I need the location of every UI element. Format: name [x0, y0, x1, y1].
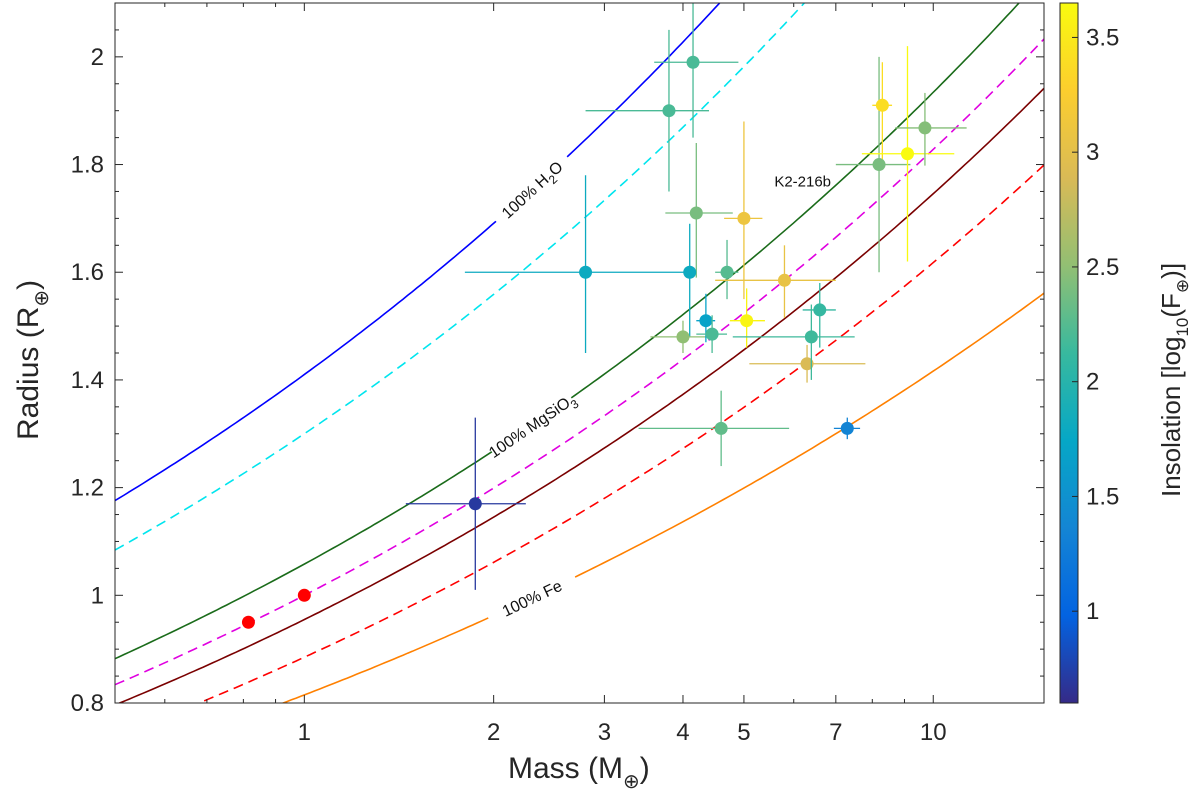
- planet-marker: [918, 121, 932, 135]
- planet-point: [715, 239, 739, 300]
- colorbar-tick-label: 2.5: [1086, 254, 1119, 281]
- y-tick-label: 1.8: [71, 152, 104, 179]
- x-tick-label: 4: [676, 719, 689, 746]
- x-tick-label: 10: [920, 719, 947, 746]
- curve-cyan-dashed: [115, 3, 806, 551]
- planet-point: [665, 143, 733, 278]
- planet-marker: [900, 147, 914, 161]
- colorbar-ticks: 1 1.5 2 2.5 3 3.5: [1072, 24, 1119, 625]
- planet-points: [241, 3, 967, 629]
- y-axis-label: Radius (R⊕): [12, 280, 53, 440]
- planet-marker: [468, 497, 482, 511]
- planet-point: [749, 344, 866, 383]
- planet-point: [724, 121, 763, 300]
- curve-red-dashed: [196, 164, 1044, 703]
- annotation-k2-216b: K2-216b: [774, 174, 831, 191]
- curve-100-h2o: [115, 3, 721, 502]
- colorbar-tick-label: 3.5: [1086, 24, 1119, 51]
- curve-label: 100% MgSiO3: [486, 391, 581, 466]
- planet-point: [638, 390, 790, 467]
- planet-marker: [740, 314, 754, 328]
- planet-point: [241, 615, 255, 629]
- planet-marker: [579, 265, 593, 279]
- curve-label-bg: [488, 148, 575, 230]
- curve-100-mgsio3: [115, 3, 1021, 660]
- planet-marker: [840, 421, 854, 435]
- planet-point: [895, 92, 967, 166]
- planet-point: [585, 29, 710, 192]
- plot-frame: [114, 2, 1045, 704]
- planet-marker: [875, 98, 889, 112]
- planet-marker: [777, 273, 791, 287]
- planet-marker: [686, 55, 700, 69]
- colorbar-label: Insolation [log10(F⊕)]: [1156, 263, 1192, 497]
- planet-marker: [800, 357, 814, 371]
- planet-point: [696, 315, 728, 353]
- colorbar: [1059, 2, 1079, 704]
- planet-point: [861, 46, 955, 262]
- curve-100-fe: [280, 292, 1044, 703]
- curve-dark-red: [117, 87, 1044, 703]
- planet-point: [872, 62, 893, 160]
- planet-marker: [737, 211, 751, 225]
- y-tick-label: 2: [91, 44, 104, 71]
- planet-marker: [720, 265, 734, 279]
- planet-point: [654, 3, 739, 138]
- planet-point: [650, 320, 716, 353]
- planet-point: [835, 56, 911, 273]
- axes: 1 2 3 4 5 7 10 0.8 1 1.2 1.4 1.6 1.8 2: [71, 3, 1044, 746]
- x-tick-label: 3: [598, 719, 611, 746]
- planet-marker: [297, 588, 311, 602]
- y-tick-label: 1.2: [71, 475, 104, 502]
- composition-curves: [115, 3, 1044, 703]
- colorbar-tick-label: 1: [1086, 598, 1099, 625]
- planet-point: [729, 288, 765, 348]
- planet-marker: [872, 158, 886, 172]
- planet-marker: [804, 330, 818, 344]
- planet-point: [833, 417, 861, 440]
- planet-point: [683, 223, 697, 337]
- colorbar-tick-label: 1.5: [1086, 483, 1119, 510]
- x-tick-label: 1: [298, 719, 311, 746]
- planet-marker: [714, 421, 728, 435]
- y-tick-label: 1.6: [71, 259, 104, 286]
- y-tick-label: 1.4: [71, 367, 104, 394]
- x-tick-label: 5: [737, 719, 750, 746]
- planet-point: [405, 417, 526, 590]
- planet-marker: [662, 104, 676, 118]
- planet-marker: [813, 303, 827, 317]
- planet-marker: [683, 265, 697, 279]
- x-tick-label: 7: [829, 719, 842, 746]
- curve-magenta-dashed: [115, 38, 1044, 686]
- planet-point: [297, 588, 311, 602]
- planet-point: [732, 304, 855, 380]
- curve-label-bg: [485, 388, 578, 462]
- planet-point: [464, 175, 690, 353]
- planet-marker: [699, 314, 713, 328]
- curve-label: 100% H2O: [499, 159, 569, 226]
- x-axis-label: Mass (M⊕): [508, 752, 650, 793]
- planet-marker: [241, 615, 255, 629]
- planet-marker: [676, 330, 690, 344]
- planet-point: [715, 245, 836, 318]
- colorbar-tick-label: 2: [1086, 369, 1099, 396]
- curve-label-bg: [483, 567, 580, 629]
- x-tick-label: 2: [487, 719, 500, 746]
- planet-marker: [689, 206, 703, 220]
- y-tick-label: 0.8: [71, 690, 104, 717]
- y-tick-label: 1: [91, 582, 104, 609]
- planet-marker: [705, 327, 719, 341]
- colorbar-tick-label: 3: [1086, 139, 1099, 166]
